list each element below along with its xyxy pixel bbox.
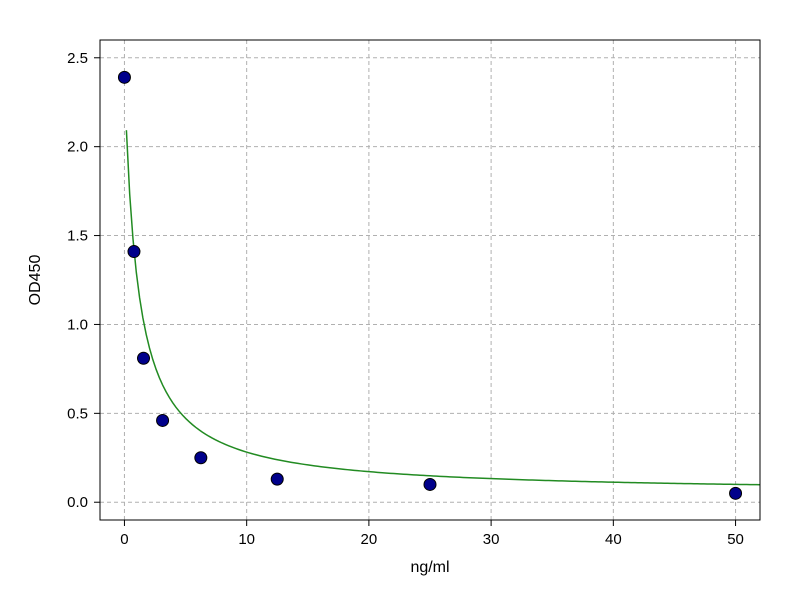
y-tick-label: 0.5 (67, 405, 88, 422)
data-point (128, 246, 140, 258)
y-tick-label: 1.5 (67, 228, 88, 245)
x-tick-label: 50 (727, 531, 744, 548)
x-tick-label: 40 (605, 531, 622, 548)
x-tick-label: 0 (120, 531, 128, 548)
data-point (424, 478, 436, 490)
x-tick-label: 10 (238, 531, 255, 548)
x-tick-label: 20 (361, 531, 378, 548)
plot-border (100, 40, 760, 520)
y-axis-label: OD450 (27, 255, 44, 306)
chart-svg: 0 10 20 30 40 50 0.0 0.5 1.0 1.5 2.0 2.5 ng/ml OD450 (0, 0, 800, 600)
x-axis-label: ng/ml (410, 559, 449, 576)
data-point (195, 452, 207, 464)
data-point (271, 473, 283, 485)
data-point (118, 71, 130, 83)
y-tick-label: 0.0 (67, 494, 88, 511)
y-tick-label: 2.0 (67, 139, 88, 156)
chart-container: 0 10 20 30 40 50 0.0 0.5 1.0 1.5 2.0 2.5 ng/ml OD450 (0, 0, 800, 600)
fitted-curve (126, 130, 760, 485)
y-tick-label: 2.5 (67, 50, 88, 67)
data-point (157, 414, 169, 426)
x-tick-label: 30 (483, 531, 500, 548)
data-point (730, 487, 742, 499)
data-point (138, 352, 150, 364)
y-tick-label: 1.0 (67, 316, 88, 333)
